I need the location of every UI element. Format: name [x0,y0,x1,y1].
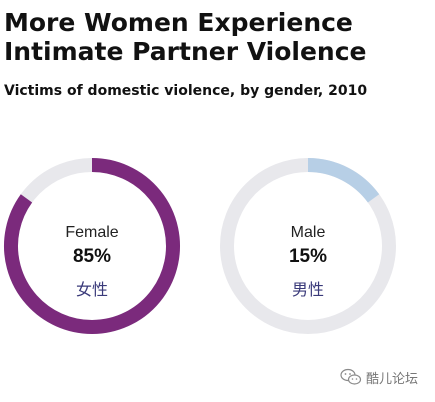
donut-male-label: Male [290,224,326,241]
donut-female-svg [4,158,180,334]
watermark-text: 酷儿论坛 [366,371,419,387]
donut-female-arc [4,158,180,334]
donut-male-label-cn: 男性 [291,280,324,299]
donut-male-value: 15% [288,246,328,267]
chart-title: More Women Experience Intimate Partner V… [4,8,429,66]
chart-title-line-1: More Women Experience [4,8,353,37]
donut-female-label-cn: 女性 [75,280,108,299]
donut-female: Female 85% 女性 [2,156,182,336]
donut-male-svg [220,158,396,334]
watermark: 酷儿论坛 [340,366,432,388]
donut-male: Male 15% 男性 [218,156,398,336]
donut-male-arc [307,158,380,203]
chart-title-line-2: Intimate Partner Violence [4,37,367,66]
chart-subtitle: Victims of domestic violence, by gender,… [4,83,368,99]
donut-female-value: 85% [72,246,112,267]
donut-female-label: Female [65,224,119,241]
wechat-icon [340,368,362,385]
